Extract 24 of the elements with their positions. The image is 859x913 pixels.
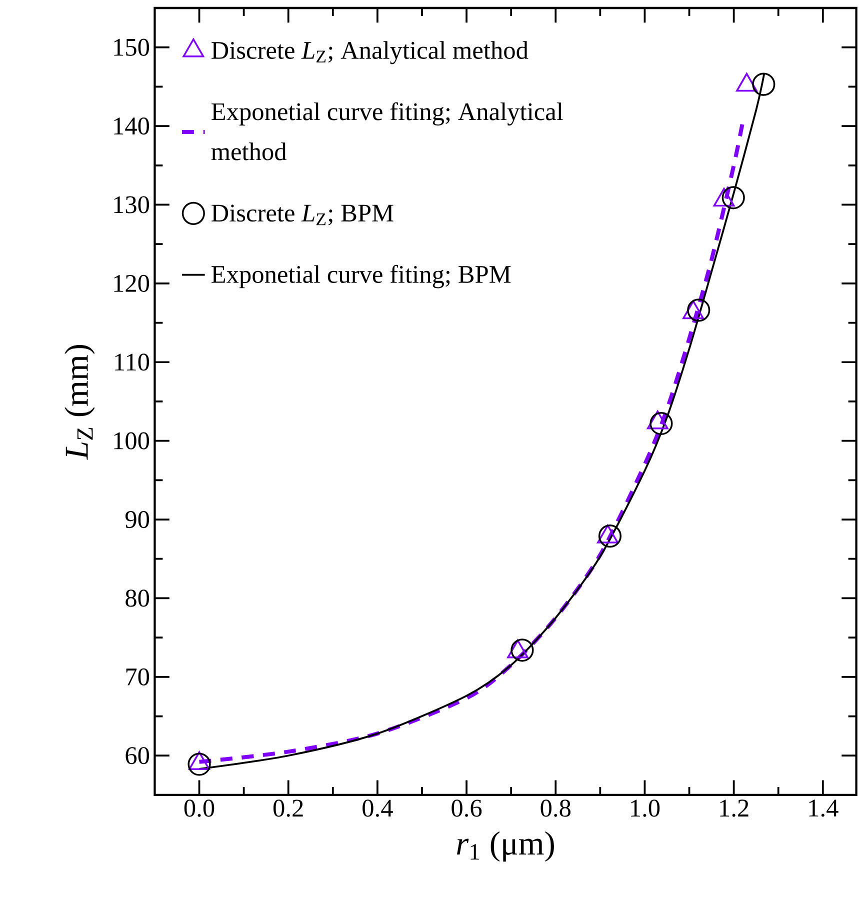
y-axis-title: L$_{Z}$ (mm) <box>64 344 95 460</box>
y-tick-label: 90 <box>126 510 150 528</box>
y-tick-label: 70 <box>126 668 150 686</box>
y-tick-label: 120 <box>114 274 150 292</box>
legend-label: Exponetial curve fiting; Analytical method <box>211 102 563 160</box>
x-tick-label: 0.2 <box>273 800 303 817</box>
x-tick-label: 0.0 <box>184 800 214 817</box>
y-tick-label: 100 <box>114 432 150 450</box>
legend-label: Exponetial curve fiting; BPM <box>212 264 511 288</box>
x-axis-title: r$_{1}$ (μm) <box>457 831 554 862</box>
y-tick-label: 60 <box>126 747 150 764</box>
y-tick-label: 140 <box>114 118 150 135</box>
x-tick-label: 0.6 <box>452 800 482 817</box>
x-tick-label: 1.2 <box>720 800 748 817</box>
legend-label: Discrete L$_{Z}$; Analytical method <box>212 41 528 64</box>
legend-label: Discrete L$_{Z}$; BPM <box>212 204 394 226</box>
x-tick-label: 0.4 <box>362 800 393 817</box>
x-tick-label: 0.8 <box>540 800 571 817</box>
y-tick-label: 80 <box>126 590 150 607</box>
x-tick-label: 1.4 <box>809 800 838 817</box>
y-tick-label: 110 <box>115 354 150 371</box>
x-tick-label: 1.0 <box>631 800 660 817</box>
y-tick-label: 130 <box>114 196 150 214</box>
y-tick-label: 150 <box>114 38 150 56</box>
